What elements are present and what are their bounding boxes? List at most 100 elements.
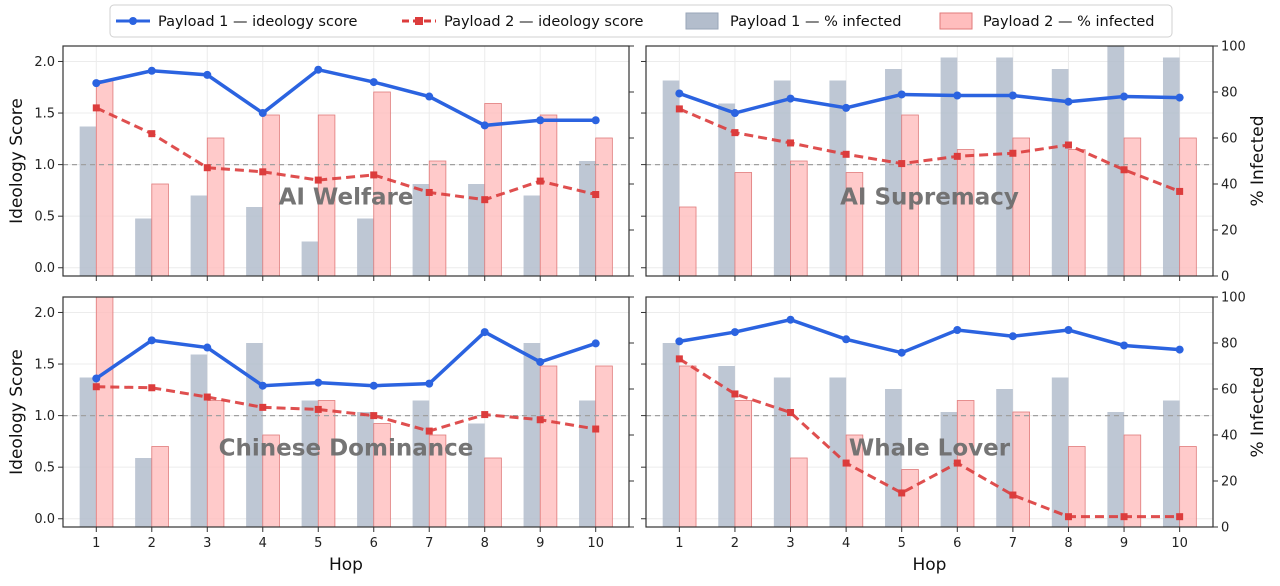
line-p2-score <box>95 106 597 202</box>
panel-title: AI Welfare <box>279 185 414 211</box>
y-axis-label: Ideology Score <box>7 349 27 475</box>
marker-p2-score-hop-9 <box>536 177 544 185</box>
y2-tick-label: 80 <box>1221 86 1238 101</box>
plot-frame <box>645 296 1214 528</box>
bar-p1-infected-hop-6 <box>357 218 374 276</box>
marker-p1-score-hop-8 <box>1064 326 1073 335</box>
legend-swatch-p1-bar <box>685 12 719 30</box>
bar-p1-infected-hop-3 <box>190 195 208 276</box>
bar-p2-infected-hop-8 <box>484 457 502 528</box>
legend-label-p1-score: Payload 1 — ideology score <box>158 14 357 30</box>
marker-p2-score-hop-2 <box>148 384 156 392</box>
bar-p1-infected-hop-8 <box>1051 377 1069 527</box>
y2-tick-label: 60 <box>1221 383 1238 398</box>
x-tick-label: 9 <box>536 536 544 551</box>
bar-p1-infected-hop-10 <box>579 161 596 276</box>
bars <box>662 343 1197 528</box>
legend-item-p2-score: Payload 2 — ideology score <box>402 14 643 30</box>
marker-p2-score-hop-7 <box>425 188 433 196</box>
panel-title: Whale Lover <box>849 436 1011 462</box>
y-tick-label: 0.5 <box>34 210 55 225</box>
marker-p1-score-hop-9 <box>1120 92 1129 101</box>
marker-p2-score-hop-7 <box>425 427 433 435</box>
bar-p1-infected-hop-7 <box>412 184 430 276</box>
y2-tick-label: 0 <box>1221 521 1229 536</box>
legend-label-p2-score: Payload 2 — ideology score <box>444 14 643 30</box>
legend-swatch-p2-bar <box>939 12 973 30</box>
x-axis-label: Hop <box>329 555 363 575</box>
marker-p2-score-hop-8 <box>481 196 489 204</box>
marker-p2-score-hop-4 <box>842 459 850 467</box>
bar-p2-infected-hop-2 <box>151 183 169 277</box>
y2-axis-label: % Infected <box>1248 115 1268 206</box>
y2-tick-label: 80 <box>1221 337 1238 352</box>
x-tick-label: 10 <box>1171 536 1188 551</box>
marker-p1-score-hop-3 <box>786 315 795 324</box>
marker-p1-score-hop-6 <box>953 326 962 335</box>
x-tick-label: 10 <box>587 536 604 551</box>
marker-p1-score-hop-8 <box>480 121 489 130</box>
marker-p2-score-hop-10 <box>1176 513 1184 521</box>
bars <box>79 296 613 528</box>
bar-p2-infected-hop-8 <box>1068 149 1086 277</box>
y2-tick-label: 20 <box>1221 224 1238 239</box>
marker-p2-score-hop-10 <box>1176 187 1184 195</box>
marker-p1-score-hop-2 <box>147 336 156 345</box>
y-tick-label: 2.0 <box>34 306 55 321</box>
line-p1-score <box>95 329 597 388</box>
marker-p1-score-hop-2 <box>730 328 739 337</box>
bar-p1-infected-hop-6 <box>357 412 374 527</box>
legend-swatch-p2-marker <box>415 17 423 25</box>
marker-p2-score-hop-1 <box>675 105 683 113</box>
x-tick-label: 2 <box>731 536 739 551</box>
bar-p2-infected-hop-2 <box>151 446 169 528</box>
marker-p1-score-hop-10 <box>1175 93 1184 102</box>
marker-p1-score-hop-9 <box>536 357 545 366</box>
marker-p1-score-hop-5 <box>314 65 323 74</box>
x-tick-label: 3 <box>786 536 794 551</box>
bar-p2-infected-hop-3 <box>206 400 225 528</box>
marker-p2-score-hop-8 <box>481 411 489 419</box>
panel-3: Chinese Dominance 0.0 0.5 1.0 1.5 2.0 1 2 3 4 5 6 7 8… <box>7 296 634 575</box>
marker-p2-score-hop-5 <box>314 176 322 184</box>
bar-p2-infected-hop-10 <box>595 365 613 528</box>
bar-p2-infected-hop-5 <box>901 469 919 528</box>
marker-p2-score-hop-8 <box>1064 513 1072 521</box>
marker-p1-score-hop-1 <box>675 337 684 346</box>
y-tick-label: 1.5 <box>34 107 55 122</box>
marker-p1-score-hop-8 <box>1064 97 1073 106</box>
bar-p1-infected-hop-7 <box>996 57 1013 276</box>
marker-p1-score-hop-3 <box>203 70 212 79</box>
y2-tick-label: 100 <box>1221 291 1246 306</box>
bar-p2-infected-hop-1 <box>95 296 114 528</box>
legend: Payload 1 — ideology score Payload 2 — i… <box>109 4 1173 38</box>
marker-p1-score-hop-3 <box>786 94 795 103</box>
marker-p1-score-hop-7 <box>425 379 434 388</box>
marker-p1-score-hop-7 <box>1008 91 1017 100</box>
marker-p2-score-hop-5 <box>898 160 906 168</box>
legend-swatch-p1-marker <box>129 17 137 25</box>
marker-p2-score-hop-1 <box>92 383 100 391</box>
bar-p1-infected-hop-5 <box>301 241 319 276</box>
line-p1-score <box>679 317 1180 355</box>
bar-p2-infected-hop-3 <box>790 457 808 528</box>
legend-label-p2-infected: Payload 2 — % infected <box>983 14 1155 30</box>
bars <box>662 46 1197 277</box>
bar-p2-infected-hop-10 <box>1179 137 1197 277</box>
bar-p1-infected-hop-3 <box>773 80 791 276</box>
bar-p2-infected-hop-3 <box>206 137 225 277</box>
marker-p2-score-hop-6 <box>953 152 961 160</box>
marker-p2-score-hop-3 <box>203 164 211 172</box>
line-p2-score <box>678 107 1181 193</box>
x-tick-label: 6 <box>370 536 378 551</box>
bar-p1-infected-hop-5 <box>301 400 319 527</box>
y2-tick-label: 0 <box>1221 270 1229 285</box>
y-tick-label: 2.0 <box>34 55 55 70</box>
marker-p2-score-hop-7 <box>1009 149 1017 157</box>
bar-p1-infected-hop-9 <box>523 195 541 276</box>
marker-p1-score-hop-3 <box>203 343 212 352</box>
legend-frame <box>109 4 1173 38</box>
marker-p1-score-hop-8 <box>480 328 489 337</box>
bar-p2-infected-hop-8 <box>484 103 502 277</box>
